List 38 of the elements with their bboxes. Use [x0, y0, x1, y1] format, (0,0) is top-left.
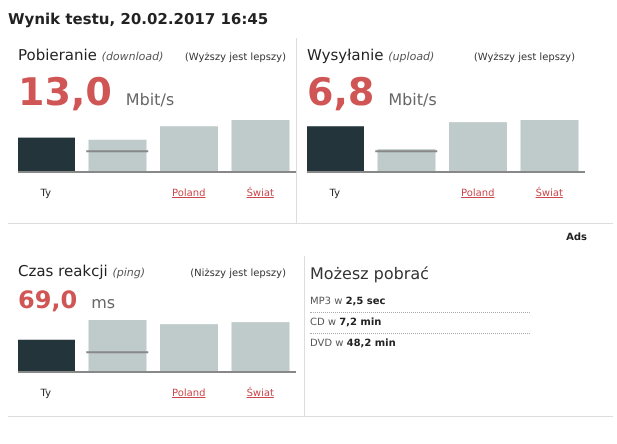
x-tick-label: Świat [246, 186, 274, 199]
bar [520, 120, 578, 172]
bar [18, 340, 75, 372]
chart-title: Wysyłanie (upload) [307, 46, 434, 64]
x-tick-label: Świat [536, 186, 564, 199]
x-tick-label: Świat [246, 386, 274, 399]
x-tick-label: Poland [172, 388, 206, 399]
bar [88, 320, 146, 372]
text: MP3 w 2,5 sec [310, 292, 530, 313]
bar [160, 126, 218, 172]
chart-subtitle: (Wyższy jest lepszy) [184, 52, 286, 63]
bar [232, 120, 290, 172]
text: Mbit/s [388, 90, 437, 109]
x-tick-label: Poland [461, 188, 494, 199]
bar [160, 324, 218, 372]
text: 69,0 [18, 286, 78, 314]
text: Możesz pobrać [310, 264, 429, 283]
chart-subtitle: (Niższy jest lepszy) [190, 268, 286, 279]
x-tick-label: Ty [328, 188, 340, 199]
x-tick-label: Ty [40, 188, 52, 199]
bar [307, 126, 364, 172]
text: 13,0 [18, 70, 112, 114]
chart-title: Czas reakcji (ping) [18, 262, 146, 280]
text: Ads [566, 232, 587, 243]
chart-subtitle: (Wyższy jest lepszy) [474, 52, 575, 63]
text: DVD w 48,2 min [310, 337, 397, 351]
text: CD w 7,2 min [310, 313, 530, 334]
x-tick-label: Poland [172, 188, 206, 199]
x-tick-label: Ty [40, 388, 52, 399]
text: Wynik testu, 20.02.2017 16:45 [8, 9, 270, 28]
chart-title: Pobieranie (download) [18, 46, 164, 64]
bar [18, 138, 75, 172]
text: ms [91, 293, 116, 312]
bar [449, 122, 507, 172]
text: Mbit/s [126, 90, 174, 109]
bar [232, 322, 290, 372]
text: 6,8 [307, 70, 374, 114]
bar [88, 140, 146, 172]
